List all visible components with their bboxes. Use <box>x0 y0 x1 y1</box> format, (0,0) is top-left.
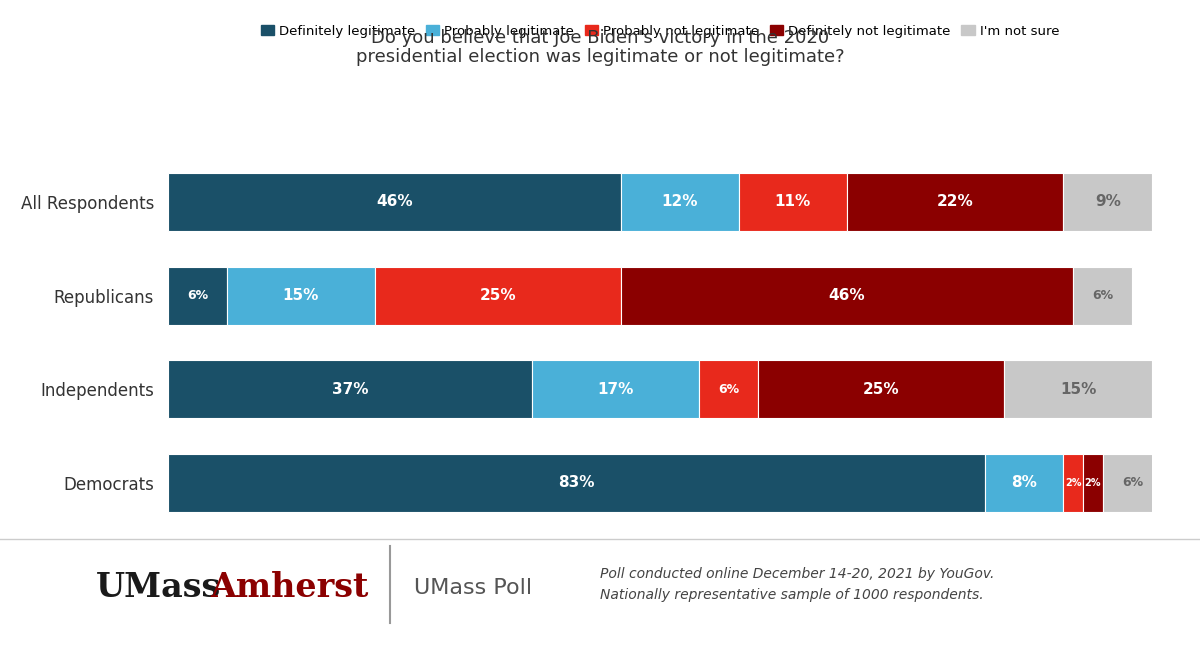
Bar <box>758 360 1004 418</box>
Text: 22%: 22% <box>937 194 973 209</box>
Text: 17%: 17% <box>598 382 634 397</box>
Bar <box>227 267 374 324</box>
Bar <box>1103 454 1162 512</box>
Text: 6%: 6% <box>1092 289 1114 302</box>
Bar <box>847 173 1063 231</box>
Text: 46%: 46% <box>376 194 413 209</box>
Text: UMass Poll: UMass Poll <box>414 578 532 598</box>
Bar <box>168 454 985 512</box>
Text: 2%: 2% <box>1085 478 1102 488</box>
Bar <box>168 267 227 324</box>
Text: 6%: 6% <box>719 382 739 396</box>
Text: 25%: 25% <box>479 288 516 303</box>
Text: 15%: 15% <box>283 288 319 303</box>
Text: 25%: 25% <box>863 382 900 397</box>
Text: 6%: 6% <box>1122 476 1142 490</box>
Text: 15%: 15% <box>1060 382 1097 397</box>
Text: 6%: 6% <box>187 289 208 302</box>
Bar <box>1004 360 1152 418</box>
Legend: Definitely legitimate, Probably legitimate, Probably not legitimate, Definitely : Definitely legitimate, Probably legitima… <box>256 19 1064 43</box>
Bar <box>1073 267 1133 324</box>
Text: 46%: 46% <box>829 288 865 303</box>
Text: Amherst: Amherst <box>210 571 368 605</box>
Bar <box>532 360 700 418</box>
Text: 8%: 8% <box>1012 475 1037 490</box>
Text: 37%: 37% <box>331 382 368 397</box>
Bar <box>739 173 847 231</box>
Bar <box>700 360 758 418</box>
Text: Poll conducted online December 14-20, 2021 by YouGov.
Nationally representative : Poll conducted online December 14-20, 20… <box>600 567 995 602</box>
Text: 11%: 11% <box>775 194 811 209</box>
Text: 2%: 2% <box>1066 478 1081 488</box>
Text: UMass: UMass <box>96 571 221 605</box>
Bar <box>1063 173 1152 231</box>
Bar <box>168 360 532 418</box>
Bar <box>1084 454 1103 512</box>
Bar <box>620 173 739 231</box>
Text: 9%: 9% <box>1094 194 1121 209</box>
Text: 12%: 12% <box>661 194 698 209</box>
Bar <box>374 267 620 324</box>
Text: presidential election was legitimate or not legitimate?: presidential election was legitimate or … <box>355 48 845 67</box>
Bar <box>985 454 1063 512</box>
Bar <box>168 173 620 231</box>
Bar <box>620 267 1073 324</box>
Text: 83%: 83% <box>558 475 595 490</box>
Bar <box>1063 454 1084 512</box>
Text: Do you believe that Joe Biden's victory in the 2020: Do you believe that Joe Biden's victory … <box>371 29 829 47</box>
